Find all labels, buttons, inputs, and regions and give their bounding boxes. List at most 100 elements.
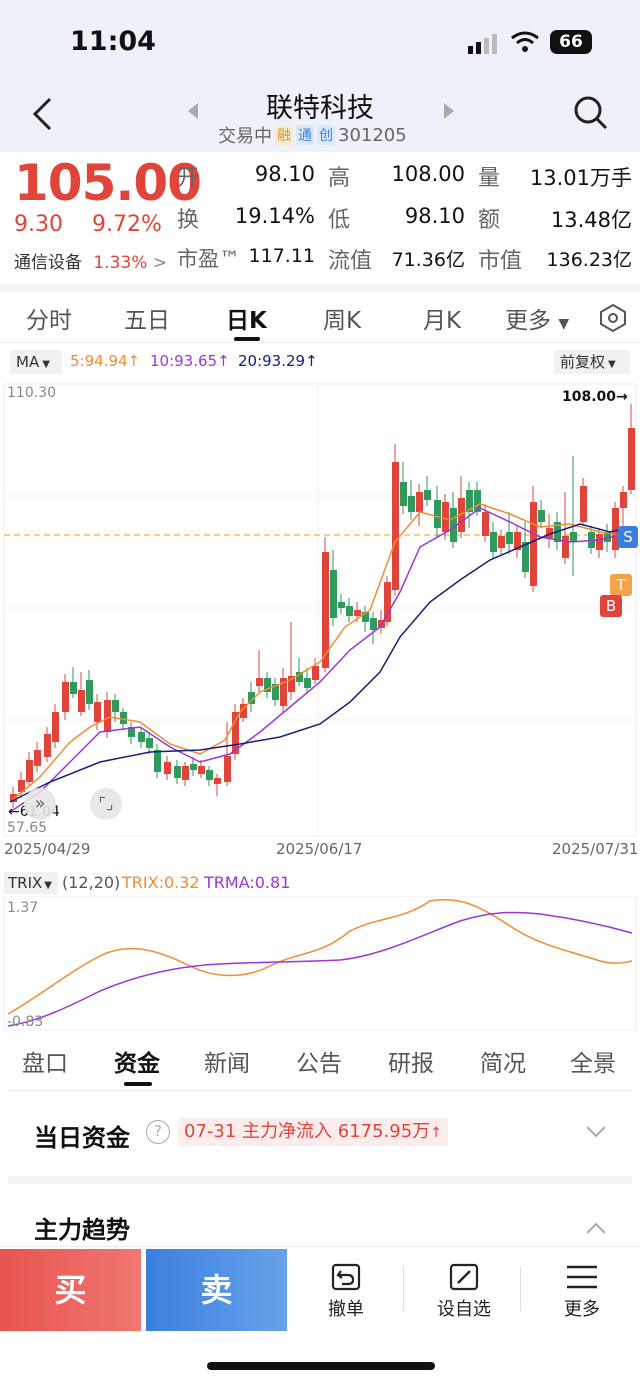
sell-button[interactable]: 卖 xyxy=(146,1249,287,1331)
prev-stock-icon[interactable] xyxy=(186,102,200,120)
chart-max-label: 110.30 xyxy=(7,385,56,401)
industry-link[interactable]: 通信设备 1.33% > xyxy=(14,248,167,273)
candle-body xyxy=(138,732,145,742)
marker-sell[interactable]: S xyxy=(618,526,638,548)
more-button[interactable]: 更多 xyxy=(532,1257,632,1327)
candle-body xyxy=(546,528,553,538)
tag-connect: 通 xyxy=(296,125,314,145)
bottom-tab-indicator xyxy=(124,1082,152,1086)
candle-body xyxy=(562,536,569,558)
signal-icon xyxy=(468,34,502,54)
candle-body xyxy=(154,750,161,772)
tab-profile[interactable]: 简况 xyxy=(480,1051,526,1077)
tab-overview[interactable]: 全景 xyxy=(570,1051,616,1077)
marker-buy[interactable]: B xyxy=(600,595,622,617)
candle-body xyxy=(104,700,111,732)
candle-body xyxy=(498,536,505,548)
chart-min-label: 57.65 xyxy=(7,820,48,836)
tab-more[interactable]: 更多 ▼ xyxy=(505,301,569,335)
kline-chart[interactable]: 110.30 108.00→ ←61.04 57.65 » ⌜⌟ S T B 2… xyxy=(0,382,640,862)
adjust-selector[interactable]: 前复权 ▼ xyxy=(554,350,630,374)
ma-label: MA xyxy=(16,353,40,371)
undo-icon xyxy=(329,1261,363,1293)
candle-body xyxy=(482,512,489,536)
candle-body xyxy=(596,534,603,550)
ma5-line xyxy=(9,503,631,803)
price-change: 9.30 xyxy=(14,212,63,237)
candle-body xyxy=(580,486,587,522)
trading-status: 交易中 xyxy=(218,126,272,147)
chevron-right-icon: > xyxy=(152,253,168,273)
tab-monthly-k[interactable]: 月K xyxy=(423,308,462,334)
chevron-down-icon[interactable] xyxy=(584,1124,608,1140)
tab-weekly-k[interactable]: 周K xyxy=(323,308,362,334)
trix-chart[interactable]: 1.37 -0.83 xyxy=(0,895,640,1032)
candle-body xyxy=(434,500,441,528)
ma-selector[interactable]: MA ▼ xyxy=(10,350,62,374)
candle-body xyxy=(214,778,221,784)
candle-body xyxy=(78,690,85,712)
caret-down-icon: ▼ xyxy=(44,880,52,891)
watch-label: 设自选 xyxy=(437,1299,491,1320)
tab-daily-k[interactable]: 日K xyxy=(226,308,267,334)
active-tab-indicator xyxy=(234,337,260,341)
chevron-up-icon[interactable] xyxy=(584,1220,608,1236)
trix-svg xyxy=(3,895,637,1031)
arrow-up-icon: ↑ xyxy=(430,1125,442,1141)
candle-body xyxy=(538,510,545,522)
field-label-pe: 市盈™ xyxy=(177,247,240,271)
industry-pct: 1.33% xyxy=(93,253,148,273)
candle-body xyxy=(10,794,17,802)
tab-funds[interactable]: 资金 xyxy=(114,1051,160,1077)
back-icon[interactable] xyxy=(30,96,56,132)
candle-body xyxy=(120,712,127,724)
trix-selector[interactable]: TRIX ▼ xyxy=(4,872,58,894)
funds-section[interactable]: 当日资金 ? 07-31 主力净流入 6175.95万↑ xyxy=(8,1096,632,1174)
candle-body xyxy=(490,532,497,552)
candle-body xyxy=(182,766,189,780)
candle-body xyxy=(248,692,255,704)
tab-announcements[interactable]: 公告 xyxy=(296,1051,342,1077)
tab-orderbook[interactable]: 盘口 xyxy=(22,1051,68,1077)
trix-line xyxy=(7,899,633,1015)
marker-t[interactable]: T xyxy=(610,574,632,596)
stock-header: 联特科技 交易中 融 通 创 301205 xyxy=(0,80,640,152)
trma-value: TRMA:0.81 xyxy=(204,873,291,892)
settings-icon[interactable] xyxy=(598,303,628,333)
candle-body xyxy=(94,702,101,722)
help-icon[interactable]: ? xyxy=(146,1120,170,1144)
trma-line xyxy=(7,911,633,1027)
divider xyxy=(8,1090,632,1091)
adjust-label: 前复权 xyxy=(560,353,606,371)
candle-body xyxy=(128,727,135,737)
field-value-market-cap: 136.23亿 xyxy=(546,249,632,271)
wifi-icon xyxy=(510,30,540,54)
tab-research[interactable]: 研报 xyxy=(388,1051,434,1077)
trend-section[interactable]: 主力趋势 xyxy=(8,1186,632,1246)
tab-five-day[interactable]: 五日 xyxy=(124,308,170,334)
candle-body xyxy=(174,766,181,778)
field-label-amount: 额 xyxy=(478,208,501,233)
trix-label: TRIX xyxy=(8,874,43,892)
buy-button[interactable]: 买 xyxy=(0,1249,141,1331)
add-watchlist-button[interactable]: 设自选 xyxy=(414,1257,514,1327)
candle-body xyxy=(330,570,337,618)
next-stock-icon[interactable] xyxy=(442,102,456,120)
tab-intraday[interactable]: 分时 xyxy=(26,308,72,334)
tag-chinext: 创 xyxy=(317,125,335,145)
arrow-left-icon: ← xyxy=(8,804,20,820)
field-value-open: 98.10 xyxy=(254,162,315,186)
candle-body xyxy=(224,756,231,782)
search-icon[interactable] xyxy=(572,94,610,132)
ma10-value: 10:93.65↑ xyxy=(150,352,230,370)
funds-info: 07-31 主力净流入 6175.95万 xyxy=(184,1121,431,1142)
trend-title: 主力趋势 xyxy=(34,1216,130,1244)
expand-left-icon[interactable]: » xyxy=(24,788,56,820)
candle-body xyxy=(86,680,93,704)
chart-tabs: 分时 五日 日K 周K 月K 更多 ▼ xyxy=(0,293,640,343)
candle-body xyxy=(18,780,25,792)
fullscreen-icon[interactable]: ⌜⌟ xyxy=(90,788,122,820)
tab-news[interactable]: 新闻 xyxy=(204,1051,250,1077)
candle-body xyxy=(370,618,377,630)
cancel-order-button[interactable]: 撤单 xyxy=(296,1257,396,1327)
